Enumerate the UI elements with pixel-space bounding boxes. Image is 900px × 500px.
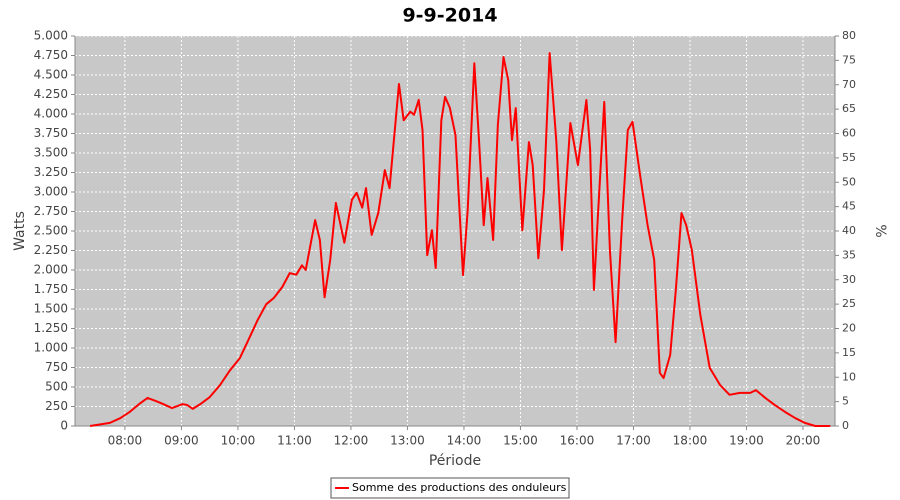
y-tick-label: 250 [45,399,68,413]
y-tick-label: 2.000 [34,263,68,277]
y-tick-label: 4.000 [34,107,68,121]
y-tick-label: 3.500 [34,146,68,160]
legend-label: Somme des productions des onduleurs [352,481,567,494]
line-series [89,52,831,427]
x-tick-label: 19:00 [729,434,764,448]
x-tick-label: 08:00 [108,434,143,448]
y2-tick-label: 25 [842,297,856,310]
y-tick-label: 5.000 [34,29,68,43]
y-tick-label: 1.750 [34,282,68,296]
y-tick-label: 1.250 [34,321,68,335]
y2-axis-label: % [872,224,888,237]
y-axis-label: Watts [12,211,28,251]
y2-tick-label: 70 [842,78,856,91]
y-tick-label: 4.750 [34,48,68,62]
x-tick-label: 20:00 [786,434,821,448]
y2-tick-label: 20 [842,322,856,335]
x-tick-label: 18:00 [673,434,708,448]
y2-tick-label: 45 [842,200,856,213]
x-tick-label: 14:00 [447,434,482,448]
y2-tick-label: 60 [842,127,856,140]
y2-tick-label: 10 [842,370,856,383]
x-tick-label: 09:00 [164,434,199,448]
y2-tick-label: 0 [842,419,849,432]
y-tick-label: 0 [60,419,68,433]
legend-box [330,477,570,499]
y-tick-label: 4.500 [34,68,68,82]
y-tick-label: 2.250 [34,243,68,257]
y2-tick-label: 55 [842,151,856,164]
y-tick-label: 3.250 [34,165,68,179]
y-tick-label: 2.500 [34,224,68,238]
y2-tick-label: 35 [842,248,856,261]
y2-tick-label: 30 [842,273,856,286]
y-tick-label: 3.750 [34,126,68,140]
y-tick-label: 1.000 [34,341,68,355]
y-tick-label: 500 [45,380,68,394]
x-tick-label: 10:00 [221,434,256,448]
y2-tick-label: 15 [842,346,856,359]
y-tick-label: 1.500 [34,302,68,316]
y-tick-label: 3.000 [34,185,68,199]
y-tick-label: 750 [45,360,68,374]
y2-tick-label: 75 [842,53,856,66]
x-tick-label: 13:00 [390,434,425,448]
legend: Somme des productions des onduleurs [330,477,570,499]
y2-tick-label: 50 [842,175,856,188]
x-tick-label: 11:00 [277,434,312,448]
y2-tick-label: 40 [842,224,856,237]
y2-tick-label: 65 [842,102,856,115]
y-tick-label: 2.750 [34,204,68,218]
x-tick-label: 16:00 [560,434,595,448]
y2-tick-label: 80 [842,29,856,42]
x-tick-label: 12:00 [334,434,369,448]
x-tick-label: 17:00 [616,434,651,448]
chart-title: 9-9-2014 [402,5,497,27]
x-tick-label: 15:00 [503,434,538,448]
y2-tick-label: 5 [842,395,849,408]
x-axis-label: Période [429,453,481,469]
y-tick-label: 4.250 [34,87,68,101]
